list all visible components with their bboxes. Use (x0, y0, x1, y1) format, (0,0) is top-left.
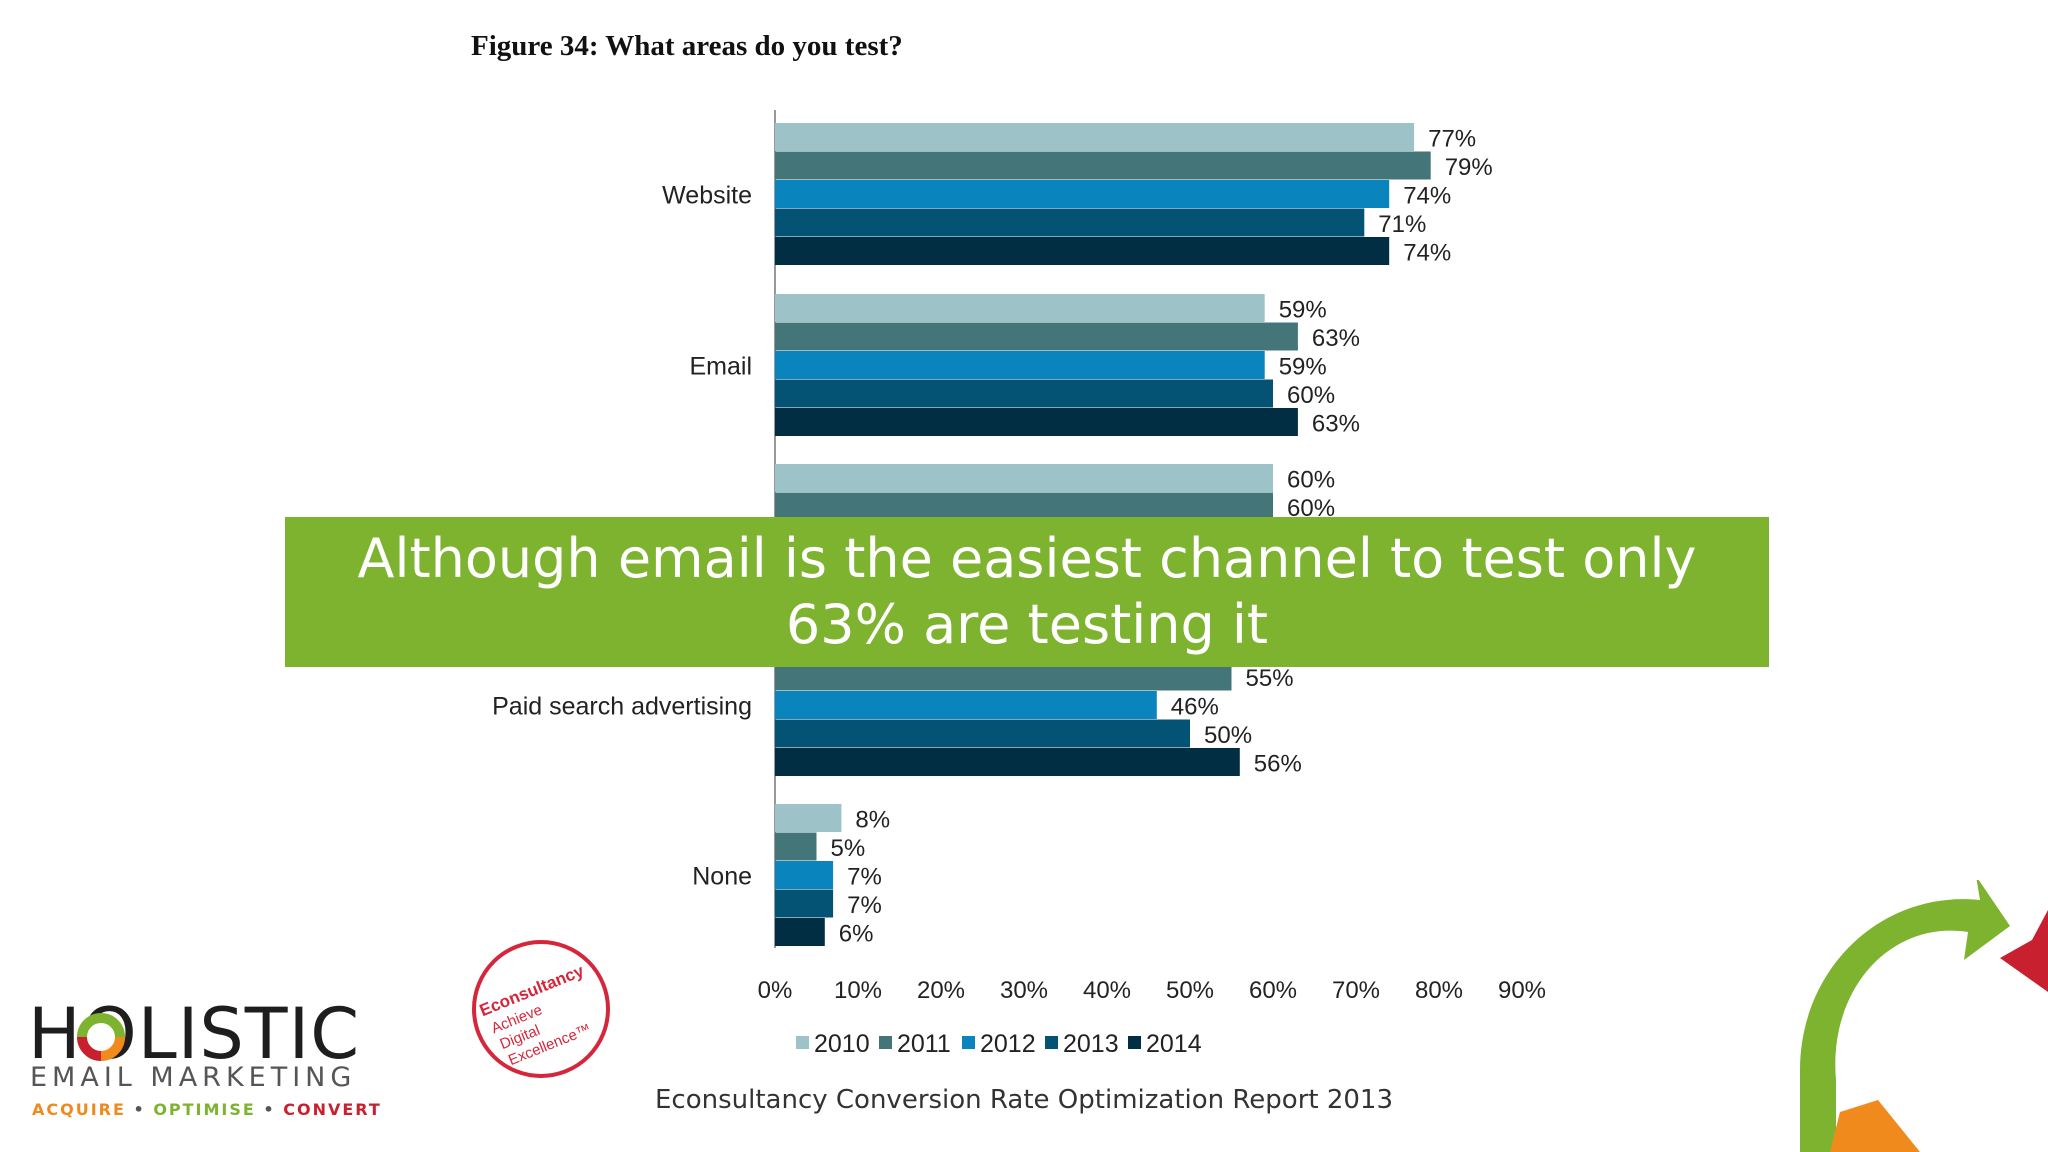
bar (775, 123, 1415, 151)
legend-label: 2010 (814, 1030, 870, 1058)
econsultancy-seal: Econsultancy Achieve Digital Excellence™ (472, 940, 610, 1078)
value-label: 50% (1204, 722, 1252, 749)
value-label: 60% (1287, 382, 1335, 409)
bar (775, 804, 842, 832)
value-label: 7% (847, 892, 882, 919)
legend-swatch (1045, 1036, 1058, 1049)
bar (775, 151, 1431, 180)
bar (775, 861, 834, 889)
tagline-convert: CONVERT (283, 1100, 382, 1119)
tagline-acquire: ACQUIRE (32, 1100, 126, 1119)
value-label: 79% (1445, 154, 1493, 181)
category-label: Email (689, 352, 752, 380)
bar (775, 322, 1298, 351)
value-label: 7% (847, 863, 882, 890)
holistic-email-marketing-logo: HOLISTIC EMAIL MARKETING ACQUIRE • OPTIM… (28, 996, 380, 1126)
value-label: 46% (1171, 693, 1219, 720)
x-tick-label: 50% (1166, 977, 1214, 1004)
x-tick-label: 40% (1083, 977, 1131, 1004)
value-label: 59% (1279, 296, 1327, 323)
x-tick-label: 0% (758, 977, 793, 1004)
value-label: 63% (1312, 325, 1360, 352)
legend-label: 2014 (1146, 1030, 1202, 1058)
bar (775, 918, 825, 946)
category-label: Website (662, 181, 752, 209)
bar (775, 294, 1265, 322)
x-tick-label: 90% (1498, 977, 1546, 1004)
legend-swatch (962, 1036, 975, 1049)
cycle-arrows-icon (1800, 880, 2048, 1152)
value-label: 74% (1403, 239, 1451, 266)
legend-label: 2013 (1063, 1030, 1119, 1058)
bar (775, 464, 1273, 492)
value-label: 56% (1254, 750, 1302, 777)
logo-circle-icon (77, 1013, 125, 1061)
value-label: 77% (1428, 125, 1476, 152)
value-labels-layer: 77%79%74%71%74%59%63%59%60%63%60%60%55%4… (831, 125, 1493, 947)
bar (775, 351, 1265, 379)
category-label: Paid search advertising (492, 692, 752, 720)
bar (775, 237, 1390, 265)
bar (775, 408, 1298, 436)
tagline-separator: • (263, 1100, 276, 1119)
x-tick-label: 60% (1249, 977, 1297, 1004)
callout-banner: Although email is the easiest channel to… (285, 517, 1769, 667)
category-label: None (692, 862, 752, 890)
bar (775, 492, 1273, 521)
logo-subtitle: EMAIL MARKETING (30, 1062, 357, 1093)
value-label: 60% (1287, 466, 1335, 493)
value-label: 59% (1279, 353, 1327, 380)
x-tick-label: 20% (917, 977, 965, 1004)
value-label: 55% (1246, 665, 1294, 692)
legend-swatch (1128, 1036, 1141, 1049)
x-tick-label: 70% (1332, 977, 1380, 1004)
bar (775, 889, 834, 918)
legend-swatch (796, 1036, 809, 1049)
bar (775, 208, 1365, 237)
x-tick-label: 30% (1000, 977, 1048, 1004)
legend-swatch (879, 1036, 892, 1049)
source-caption: Econsultancy Conversion Rate Optimizatio… (654, 1085, 1394, 1115)
logo-tagline: ACQUIRE • OPTIMISE • CONVERT (32, 1100, 382, 1119)
bar (775, 691, 1157, 719)
value-label: 5% (831, 835, 866, 862)
x-tick-label: 80% (1415, 977, 1463, 1004)
figure-title: Figure 34: What areas do you test? (471, 30, 903, 62)
x-tick-label: 10% (834, 977, 882, 1004)
category-labels-layer: Website Email Paid search advertising None (492, 181, 752, 890)
bar (775, 719, 1190, 748)
value-label: 63% (1312, 410, 1360, 437)
value-label: 6% (839, 920, 874, 947)
legend: 2010 2011 2012 2013 2014 (796, 1030, 1202, 1058)
bar-chart: 77%79%74%71%74%59%63%59%60%63%60%60%55%4… (492, 110, 1546, 1058)
legend-label: 2011 (897, 1030, 951, 1058)
bar (775, 662, 1232, 691)
legend-label: 2012 (980, 1030, 1036, 1058)
value-label: 71% (1378, 211, 1426, 238)
bar (775, 832, 817, 861)
value-label: 8% (855, 806, 890, 833)
tagline-separator: • (133, 1100, 146, 1119)
callout-text: Although email is the easiest channel to… (357, 527, 1697, 656)
x-tick-labels-layer: 0% 10% 20% 30% 40% 50% 60% 70% 80% 90% (758, 977, 1546, 1004)
bar (775, 180, 1390, 208)
tagline-optimise: OPTIMISE (153, 1100, 256, 1119)
bar (775, 748, 1240, 776)
bar (775, 379, 1273, 408)
value-label: 74% (1403, 182, 1451, 209)
bars-layer (775, 123, 1431, 946)
